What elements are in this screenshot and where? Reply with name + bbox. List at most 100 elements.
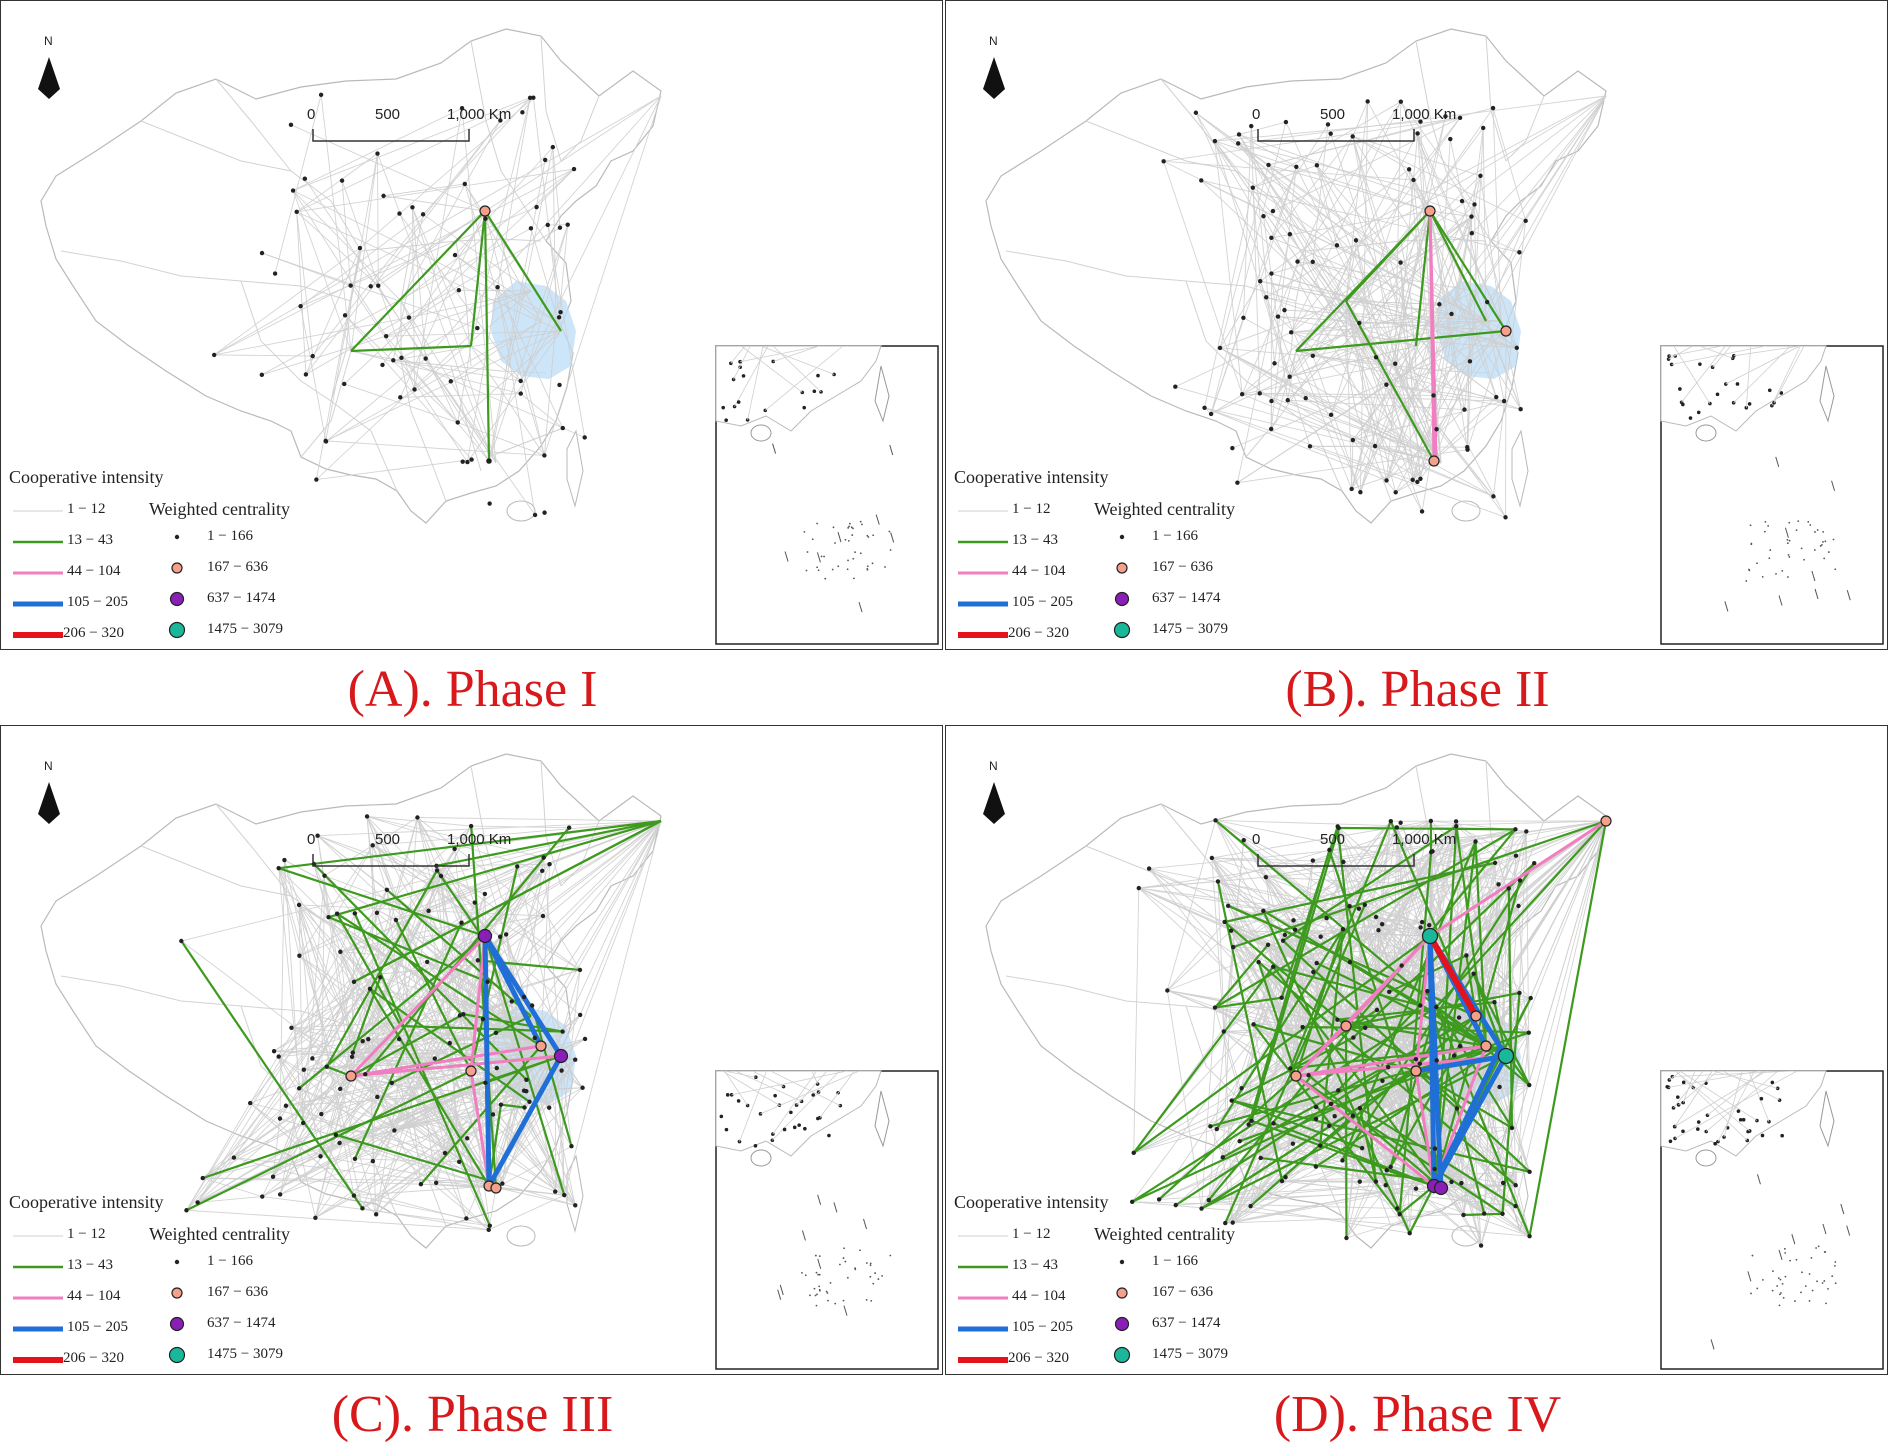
legend-swatch-centrality [1114,591,1130,607]
node-centrality-1-166 [351,979,357,985]
link-intensity-13-43 [278,819,662,870]
scale-bar [1257,129,1415,142]
inset-link [1674,1070,1750,1132]
inset-island [1834,1282,1837,1285]
link-intensity-1-12 [202,1104,502,1179]
link-intensity-1-12 [1329,849,1477,1017]
link-intensity-1-12 [1271,300,1347,402]
link-intensity-1-12 [296,153,378,213]
node-centrality-1-166 [423,356,428,361]
node-centrality-1-166 [283,1103,289,1108]
scale-bar-label: 500 [1320,831,1346,848]
inset-island [815,1271,818,1274]
link-intensity-13-43 [1493,1001,1508,1057]
node-centrality-1-166 [1500,1211,1505,1216]
node-centrality-1-166 [1513,1203,1518,1209]
link-intensity-1-12 [484,210,545,456]
node-centrality-1-166 [179,938,184,944]
node-centrality-1-166 [493,1030,499,1035]
link-intensity-1-12 [1385,1184,1530,1237]
node-centrality-1-166 [1397,1211,1402,1217]
node-centrality-1-166 [469,457,474,462]
link-intensity-13-43 [1472,973,1531,1086]
node-centrality-1-166 [1264,295,1269,300]
inset-link [1705,1070,1779,1132]
link-intensity-1-12 [1382,831,1527,1082]
link-intensity-1-12 [292,97,531,191]
node-centrality-1-166 [392,1128,397,1133]
inset-link [1674,1070,1767,1127]
node-centrality-1-166 [1357,320,1362,326]
node-centrality-1-166 [1209,855,1215,861]
link-intensity-1-12 [1224,921,1321,1146]
map-frame: N 0 500 1,000 Km Cooperative intensity 1 − 12… [945,725,1888,1375]
node-centrality-1-166 [1406,167,1412,172]
link-intensity-13-43 [180,940,364,1209]
link-intensity-1-12 [552,147,557,322]
node-centrality-1-166 [573,1057,578,1062]
link-intensity-105-205 [486,1054,564,1188]
node-centrality-1-166 [1492,999,1497,1005]
node-centrality-1-166 [475,325,480,331]
inset-island [852,557,855,560]
node-centrality-1-166 [1459,1180,1464,1186]
node-centrality-1-166 [1532,861,1537,866]
node-centrality-1-166 [1394,825,1399,830]
node-centrality-1-166 [1327,1123,1332,1128]
node-centrality-1-166 [1291,918,1296,923]
inset-island [865,1298,868,1301]
node-centrality-1-166 [376,283,381,288]
link-intensity-1-12 [1271,273,1517,349]
panel-caption: (A). Phase I [347,661,598,718]
inset-island [1824,540,1827,543]
node-centrality-1-166 [289,1025,294,1030]
node-centrality-1-166 [1165,988,1170,993]
inset-node [1678,387,1682,391]
legend-label-centrality: 167 − 636 [207,559,268,575]
inset-boundary-dash [889,444,894,456]
province-boundary [300,350,352,458]
link-intensity-13-43 [313,863,528,1081]
link-intensity-13-43 [1250,827,1340,1122]
province-boundary [1415,40,1467,202]
inset-node [737,1139,742,1144]
node-centrality-1-166 [558,309,563,315]
inset-island [1789,1259,1792,1262]
node-centrality-1-166 [1236,132,1242,137]
inset-island [1786,538,1789,541]
node-centrality-1-166 [515,864,520,869]
link-intensity-1-12 [543,320,557,456]
node-centrality-1-166 [1241,837,1246,843]
node-centrality-1-166 [367,986,373,992]
link-intensity-1-12 [457,330,562,423]
province-boundary [1160,78,1237,172]
link-intensity-1-12 [414,108,463,390]
inset-link [735,1070,802,1102]
node-centrality-1-166 [1434,427,1439,432]
node-centrality-1-166 [1528,995,1533,1001]
link-intensity-1-12 [400,168,575,302]
inset-link [1682,1070,1696,1103]
inset-node [1696,1120,1701,1124]
link-intensity-1-12 [496,1067,576,1206]
node-centrality-1-166 [1332,1113,1337,1119]
link-intensity-1-12 [1316,133,1332,166]
node-centrality-1-166 [1398,820,1403,825]
inset-island [1777,1277,1780,1280]
link-intensity-1-12 [1133,1075,1297,1154]
link-intensity-1-12 [1290,117,1461,333]
link-intensity-1-12 [213,95,662,356]
node-centrality-1-166 [1362,902,1368,907]
link-intensity-1-12 [1148,868,1437,1182]
node-centrality-1-166 [349,1054,355,1059]
node-centrality-1-166 [438,873,444,879]
inset-island [1794,1300,1796,1302]
inset-boundary-dash [1710,1339,1715,1350]
node-centrality-1-166 [1457,1043,1463,1049]
inset-boundary-dash [837,532,842,543]
legend-swatch-centrality [169,1316,185,1332]
node-centrality-1-166 [271,1048,277,1054]
inset-island [1756,1287,1759,1290]
link-intensity-1-12 [1412,396,1497,481]
node-centrality-1-166 [1213,818,1218,823]
